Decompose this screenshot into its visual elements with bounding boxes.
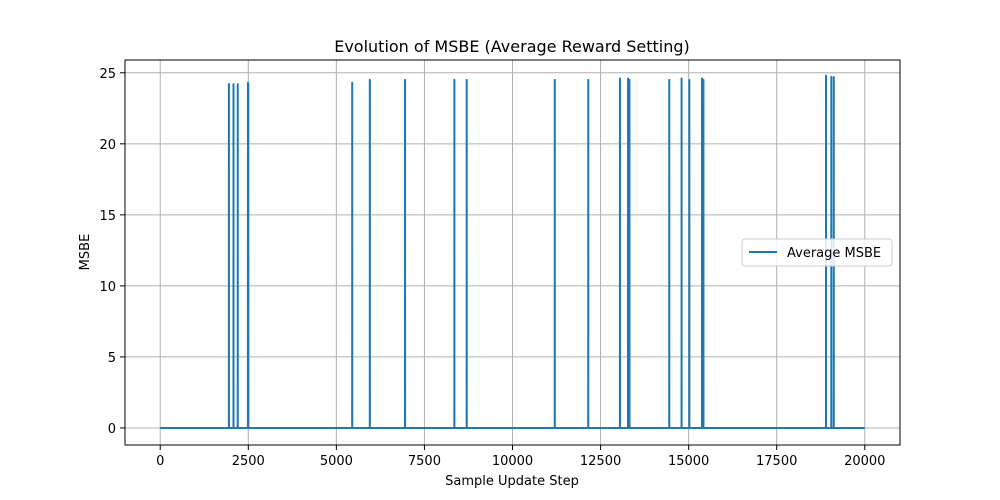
y-ticks: 0 5 10 15 20 25: [99, 67, 125, 437]
legend-box: [741, 238, 893, 267]
x-tick-label: 0: [156, 454, 164, 469]
x-tick-label: 2500: [232, 454, 265, 469]
y-tick-label: 0: [108, 422, 116, 437]
y-tick-label: 25: [99, 67, 116, 82]
x-tick-label: 7500: [408, 454, 441, 469]
x-ticks: 0 2500 5000 7500 10000 12500 15000 17500 20000: [156, 445, 885, 469]
y-tick-label: 15: [99, 209, 116, 224]
x-tick-label: 12500: [580, 454, 621, 469]
x-tick-label: 5000: [320, 454, 353, 469]
chart-title: Evolution of MSBE (Average Reward Settin…: [334, 37, 690, 56]
x-axis-label: Sample Update Step: [445, 474, 579, 489]
y-tick-label: 20: [99, 138, 116, 153]
legend-label-average-msbe: Average MSBE: [787, 246, 881, 261]
x-tick-label: 15000: [668, 454, 709, 469]
legend: Average MSBE: [741, 238, 893, 267]
y-tick-label: 10: [99, 280, 116, 295]
x-tick-label: 20000: [844, 454, 885, 469]
x-tick-label: 10000: [492, 454, 533, 469]
x-tick-label: 17500: [756, 454, 797, 469]
y-tick-label: 5: [108, 351, 116, 366]
series-line-average-msbe: [160, 74, 865, 429]
series-layer: [160, 74, 865, 429]
y-axis-label: MSBE: [78, 234, 93, 271]
